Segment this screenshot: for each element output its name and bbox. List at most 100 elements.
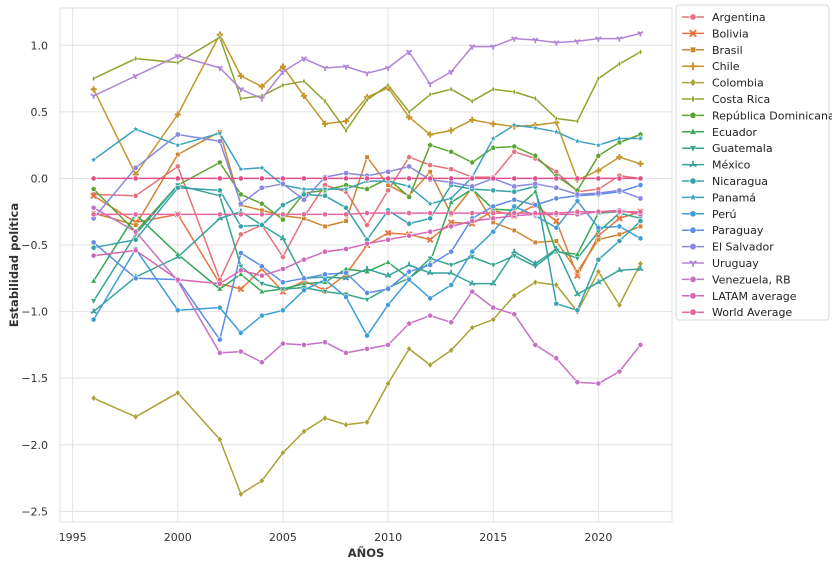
data-point (574, 269, 580, 275)
legend-marker (689, 62, 697, 71)
series-points-colombia (90, 260, 644, 498)
data-point (174, 389, 181, 397)
data-point (575, 117, 580, 125)
data-point (280, 180, 286, 187)
legend-label: Paraguay (712, 224, 764, 237)
data-point (91, 74, 96, 83)
data-point (616, 187, 623, 194)
data-point (637, 182, 644, 189)
data-point (258, 272, 265, 279)
data-point (490, 175, 497, 182)
data-point (490, 280, 497, 286)
data-point (426, 256, 434, 262)
y-tick-label: −0.5 (21, 239, 48, 252)
x-tick-label: 2000 (164, 531, 192, 544)
legend-box (675, 4, 830, 321)
legend-marker (689, 308, 697, 316)
data-point (428, 90, 432, 99)
data-point (322, 192, 328, 199)
data-point (279, 69, 287, 76)
data-point (574, 198, 580, 205)
data-point (91, 316, 97, 323)
series-points-world-average (90, 208, 644, 218)
data-point (364, 175, 370, 182)
data-point (364, 210, 370, 216)
data-point (616, 175, 623, 182)
data-point (133, 54, 138, 63)
data-point (90, 211, 97, 218)
data-point (385, 182, 391, 188)
data-point (427, 295, 433, 302)
legend-marker (690, 46, 696, 53)
data-point (511, 311, 518, 318)
series-line-guatemala (92, 184, 641, 302)
data-point (385, 169, 391, 175)
data-point (637, 265, 644, 272)
legend-item: Bolivia (682, 27, 749, 40)
data-point (280, 449, 286, 457)
legend: Argentina Bolivia Brasil Chile Colombia Costa… (675, 4, 832, 321)
legend-marker (689, 111, 697, 119)
data-point (427, 228, 434, 235)
legend-item: Nicaragua (682, 175, 768, 188)
data-point (385, 301, 391, 308)
data-point (489, 262, 497, 269)
data-point (637, 341, 644, 348)
data-point (553, 217, 560, 225)
data-point (90, 204, 97, 211)
data-point (405, 261, 413, 268)
data-point (512, 88, 517, 96)
data-point (302, 77, 306, 85)
data-point (132, 175, 139, 182)
y-tick-label: −1.5 (21, 372, 48, 385)
legend-marker (689, 13, 697, 21)
data-point (322, 339, 328, 346)
data-point (448, 127, 455, 134)
data-point (343, 204, 349, 211)
data-point (596, 74, 601, 83)
data-point (385, 187, 391, 194)
data-point (321, 185, 329, 193)
data-point (511, 188, 518, 195)
series-line-argentina (93, 151, 641, 281)
y-tick-label: 1.0 (31, 39, 49, 52)
data-point (470, 97, 475, 105)
legend-item: Uruguay (682, 257, 759, 270)
data-point (574, 307, 581, 314)
data-point (490, 304, 497, 311)
data-point (258, 281, 266, 288)
data-point (532, 260, 539, 267)
data-point (364, 185, 371, 192)
data-point (511, 148, 518, 155)
data-point (385, 286, 391, 292)
legend-label: LATAM average (712, 290, 797, 303)
data-point (427, 131, 434, 138)
data-point (595, 167, 602, 174)
data-point (406, 232, 413, 239)
data-point (301, 287, 307, 294)
data-point (574, 191, 581, 198)
data-point (132, 73, 139, 80)
data-point (216, 285, 224, 292)
data-point (469, 288, 476, 295)
data-point (616, 301, 623, 309)
y-axis-label: Estabilidad política (7, 203, 21, 327)
data-point (491, 85, 496, 93)
data-point (637, 195, 644, 202)
legend-marker (689, 275, 697, 283)
legend-label: Nicaragua (712, 175, 768, 188)
data-point (342, 64, 350, 70)
legend-item: Paraguay (682, 224, 764, 237)
data-point (406, 320, 413, 327)
data-point (554, 114, 559, 123)
data-point (90, 185, 97, 192)
data-point (448, 210, 455, 216)
legend-marker (689, 210, 697, 218)
data-point (132, 275, 139, 282)
series-line-bolivia (93, 195, 641, 293)
data-point (321, 289, 329, 296)
data-point (574, 291, 581, 297)
data-point (406, 154, 413, 161)
series-points-uruguay (90, 30, 644, 102)
data-point (279, 216, 286, 223)
